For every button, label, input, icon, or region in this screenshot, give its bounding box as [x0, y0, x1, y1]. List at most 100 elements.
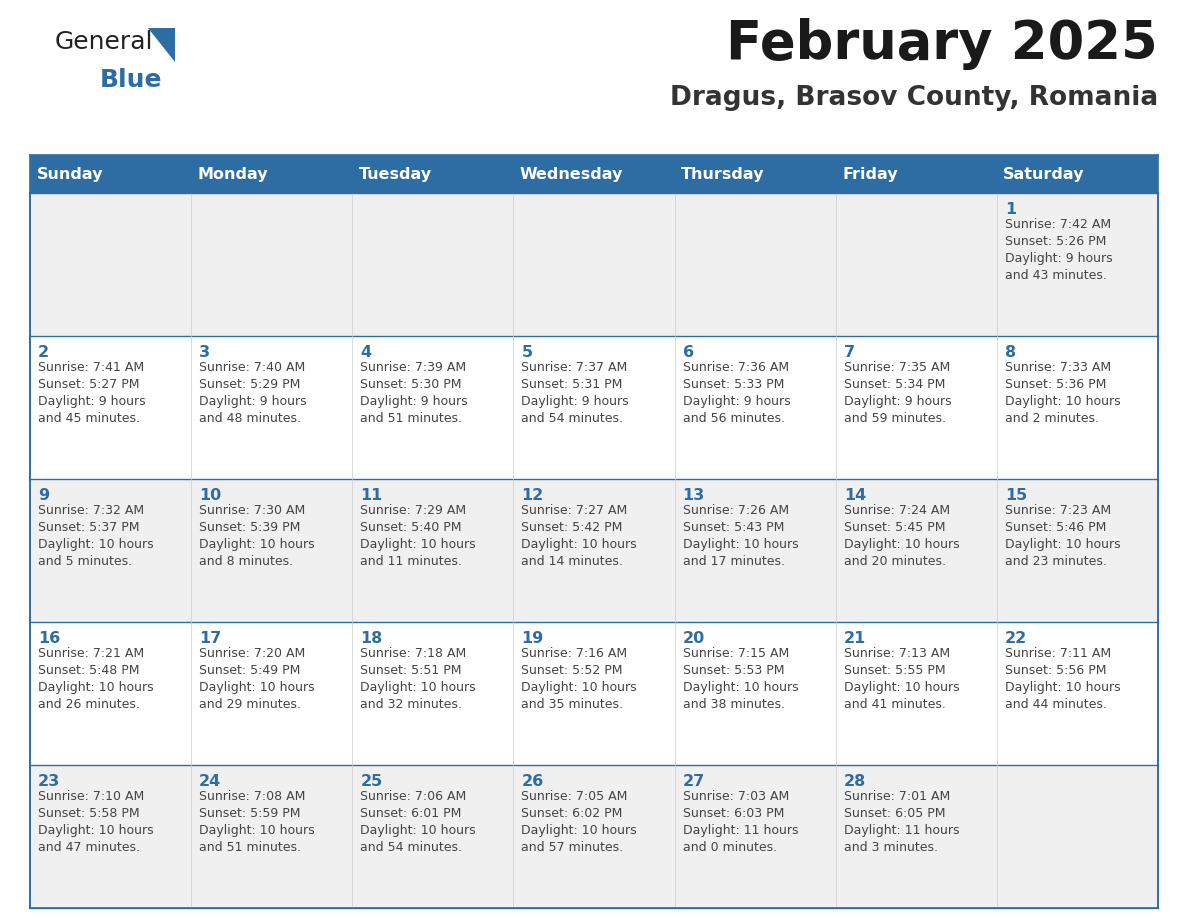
Text: and 51 minutes.: and 51 minutes.	[200, 841, 302, 854]
Text: Sunset: 5:39 PM: Sunset: 5:39 PM	[200, 521, 301, 534]
Text: 6: 6	[683, 344, 694, 360]
Text: 2: 2	[38, 344, 49, 360]
Bar	[675, 479, 835, 622]
Text: Sunrise: 7:03 AM: Sunrise: 7:03 AM	[683, 790, 789, 803]
Text: Sunrise: 7:42 AM: Sunrise: 7:42 AM	[1005, 218, 1111, 231]
Text: Sunset: 5:29 PM: Sunset: 5:29 PM	[200, 378, 301, 391]
Bar	[513, 336, 675, 479]
Text: Sunrise: 7:37 AM: Sunrise: 7:37 AM	[522, 362, 627, 375]
Text: Sunrise: 7:13 AM: Sunrise: 7:13 AM	[843, 647, 950, 660]
Text: Sunrise: 7:40 AM: Sunrise: 7:40 AM	[200, 362, 305, 375]
Bar	[353, 479, 513, 622]
Text: Tuesday: Tuesday	[359, 166, 432, 182]
Text: and 26 minutes.: and 26 minutes.	[38, 698, 140, 711]
Text: February 2025: February 2025	[726, 18, 1158, 70]
Text: Daylight: 10 hours: Daylight: 10 hours	[360, 681, 476, 694]
Text: 26: 26	[522, 774, 544, 789]
Text: 22: 22	[1005, 631, 1028, 645]
Bar	[513, 193, 675, 336]
Text: Sunset: 6:01 PM: Sunset: 6:01 PM	[360, 807, 462, 820]
Text: Sunset: 5:34 PM: Sunset: 5:34 PM	[843, 378, 946, 391]
Text: Sunrise: 7:24 AM: Sunrise: 7:24 AM	[843, 504, 950, 518]
Text: Sunset: 6:05 PM: Sunset: 6:05 PM	[843, 807, 946, 820]
Bar	[191, 336, 353, 479]
Text: and 3 minutes.: and 3 minutes.	[843, 841, 937, 854]
Text: and 51 minutes.: and 51 minutes.	[360, 412, 462, 425]
Text: 14: 14	[843, 487, 866, 502]
Bar	[835, 336, 997, 479]
Text: Sunrise: 7:41 AM: Sunrise: 7:41 AM	[38, 362, 144, 375]
Text: and 14 minutes.: and 14 minutes.	[522, 554, 624, 567]
Text: Sunset: 6:03 PM: Sunset: 6:03 PM	[683, 807, 784, 820]
Text: Daylight: 10 hours: Daylight: 10 hours	[843, 681, 960, 694]
Text: 4: 4	[360, 344, 372, 360]
Text: Daylight: 9 hours: Daylight: 9 hours	[1005, 252, 1112, 265]
Bar	[513, 479, 675, 622]
Text: and 56 minutes.: and 56 minutes.	[683, 412, 784, 425]
Text: 1: 1	[1005, 202, 1016, 217]
Text: Sunset: 5:45 PM: Sunset: 5:45 PM	[843, 521, 946, 534]
Text: and 41 minutes.: and 41 minutes.	[843, 698, 946, 711]
Bar	[30, 193, 191, 336]
Text: and 23 minutes.: and 23 minutes.	[1005, 554, 1107, 567]
Text: Sunrise: 7:23 AM: Sunrise: 7:23 AM	[1005, 504, 1111, 518]
Text: Sunset: 5:55 PM: Sunset: 5:55 PM	[843, 665, 946, 677]
Bar	[513, 622, 675, 765]
Bar	[353, 765, 513, 908]
Bar	[353, 622, 513, 765]
Bar	[835, 765, 997, 908]
Text: Sunset: 5:48 PM: Sunset: 5:48 PM	[38, 665, 139, 677]
Text: 9: 9	[38, 487, 49, 502]
Text: Daylight: 10 hours: Daylight: 10 hours	[360, 824, 476, 837]
Text: Sunrise: 7:15 AM: Sunrise: 7:15 AM	[683, 647, 789, 660]
Polygon shape	[148, 28, 175, 62]
Text: Saturday: Saturday	[1004, 166, 1085, 182]
Text: Sunset: 5:52 PM: Sunset: 5:52 PM	[522, 665, 623, 677]
Text: and 48 minutes.: and 48 minutes.	[200, 412, 302, 425]
Text: Daylight: 10 hours: Daylight: 10 hours	[843, 538, 960, 551]
Bar	[353, 193, 513, 336]
Text: Thursday: Thursday	[681, 166, 765, 182]
Text: Daylight: 10 hours: Daylight: 10 hours	[38, 681, 153, 694]
Text: Dragus, Brasov County, Romania: Dragus, Brasov County, Romania	[670, 85, 1158, 111]
Text: Sunrise: 7:01 AM: Sunrise: 7:01 AM	[843, 790, 950, 803]
Text: Daylight: 9 hours: Daylight: 9 hours	[683, 395, 790, 408]
Text: 20: 20	[683, 631, 704, 645]
Bar	[675, 193, 835, 336]
Bar	[997, 193, 1158, 336]
Text: Daylight: 10 hours: Daylight: 10 hours	[38, 824, 153, 837]
Text: General: General	[55, 30, 153, 54]
Text: Friday: Friday	[842, 166, 898, 182]
Text: 21: 21	[843, 631, 866, 645]
Text: Daylight: 10 hours: Daylight: 10 hours	[522, 824, 637, 837]
Text: and 54 minutes.: and 54 minutes.	[360, 841, 462, 854]
Bar	[513, 765, 675, 908]
Bar	[997, 622, 1158, 765]
Text: and 59 minutes.: and 59 minutes.	[843, 412, 946, 425]
Text: Sunrise: 7:11 AM: Sunrise: 7:11 AM	[1005, 647, 1111, 660]
Text: and 20 minutes.: and 20 minutes.	[843, 554, 946, 567]
Text: Sunrise: 7:35 AM: Sunrise: 7:35 AM	[843, 362, 950, 375]
Text: Blue: Blue	[100, 68, 163, 92]
Text: 5: 5	[522, 344, 532, 360]
Text: and 47 minutes.: and 47 minutes.	[38, 841, 140, 854]
Text: and 2 minutes.: and 2 minutes.	[1005, 412, 1099, 425]
Text: Sunrise: 7:30 AM: Sunrise: 7:30 AM	[200, 504, 305, 518]
Text: Sunrise: 7:29 AM: Sunrise: 7:29 AM	[360, 504, 467, 518]
Text: Sunset: 5:30 PM: Sunset: 5:30 PM	[360, 378, 462, 391]
Text: 3: 3	[200, 344, 210, 360]
Text: 8: 8	[1005, 344, 1016, 360]
Text: Daylight: 10 hours: Daylight: 10 hours	[360, 538, 476, 551]
Text: 16: 16	[38, 631, 61, 645]
Text: 15: 15	[1005, 487, 1028, 502]
Text: Sunset: 5:37 PM: Sunset: 5:37 PM	[38, 521, 139, 534]
Text: Sunrise: 7:06 AM: Sunrise: 7:06 AM	[360, 790, 467, 803]
Bar	[675, 336, 835, 479]
Text: Daylight: 10 hours: Daylight: 10 hours	[683, 681, 798, 694]
Text: Sunday: Sunday	[37, 166, 103, 182]
Text: Sunset: 5:56 PM: Sunset: 5:56 PM	[1005, 665, 1106, 677]
Text: Daylight: 9 hours: Daylight: 9 hours	[38, 395, 146, 408]
Bar	[30, 765, 191, 908]
Text: Sunset: 5:58 PM: Sunset: 5:58 PM	[38, 807, 140, 820]
Text: 12: 12	[522, 487, 544, 502]
